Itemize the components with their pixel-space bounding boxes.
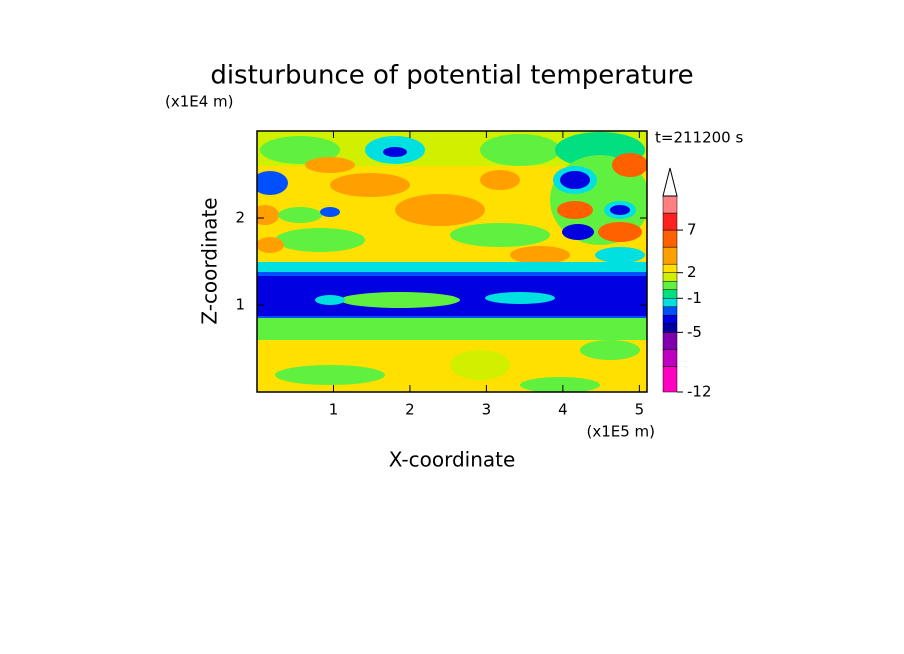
x-axis-label: X-coordinate [389, 448, 516, 472]
y-axis-label: Z-coordinate [198, 197, 222, 324]
y-tick-label: 1 [235, 296, 245, 314]
colorbar-segment [662, 315, 678, 325]
colorbar-segment [662, 272, 678, 282]
colorbar-segment [662, 263, 678, 273]
colorbar-segment [662, 349, 678, 367]
chart-title: disturbunce of potential temperature [210, 61, 693, 91]
colorbar-extension [662, 167, 678, 197]
colorbar-tick-label: 7 [687, 221, 697, 239]
x-tick-label: 4 [558, 401, 568, 419]
colorbar-segment [662, 366, 678, 393]
colorbar-segment [662, 298, 678, 308]
plot-frame [256, 130, 648, 393]
x-tick-label: 1 [329, 401, 339, 419]
colorbar-segment [662, 212, 678, 231]
colorbar-segment [662, 280, 678, 290]
x-unit: (x1E5 m) [586, 423, 655, 441]
contour-field [257, 131, 647, 392]
colorbar-segment [662, 323, 678, 333]
colorbar-tick-label: 2 [687, 263, 697, 281]
colorbar-tick-label: -12 [687, 383, 712, 401]
x-tick-label: 2 [405, 401, 415, 419]
annotation: t=211200 s [655, 129, 743, 147]
colorbar-segment [662, 246, 678, 265]
x-tick-label: 3 [482, 401, 492, 419]
x-tick-label: 5 [635, 401, 645, 419]
colorbar-segment [662, 306, 678, 316]
colorbar-segment [662, 195, 678, 214]
colorbar-tick-label: -1 [687, 289, 702, 307]
colorbar-tick-label: -5 [687, 323, 702, 341]
y-tick-label: 2 [235, 209, 245, 227]
y-unit: (x1E4 m) [165, 93, 234, 111]
colorbar-segment [662, 289, 678, 299]
colorbar-segment [662, 332, 678, 350]
colorbar-segment [662, 229, 678, 248]
